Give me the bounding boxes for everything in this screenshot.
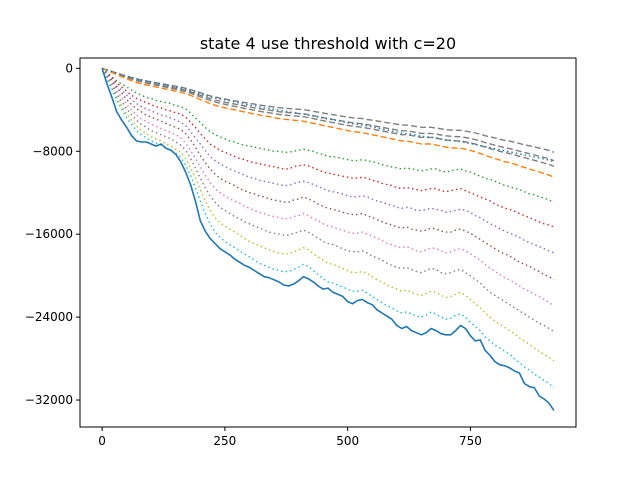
series-line-9 [101,67,555,163]
x-tick-label: 250 [213,434,236,448]
series-line-1 [101,68,555,389]
x-tick-label: 0 [98,434,106,448]
y-tick-label: 0 [65,61,73,75]
series-line-0 [101,68,555,411]
y-tick-label: −16000 [25,227,73,241]
plot-frame [79,57,577,428]
x-tick-label: 500 [336,434,359,448]
series-line-4 [101,68,555,307]
y-tick-label: −24000 [25,310,73,324]
y-tick-label: −32000 [25,393,73,407]
x-tick-label: 750 [459,434,482,448]
series-line-13 [101,67,555,153]
series-line-8 [101,67,555,203]
axes-layer: 0 250 500 750 0 −8000 −16000 −24000 −32000 [25,61,482,448]
series-line-3 [101,68,555,333]
y-tick-label: −8000 [32,144,73,158]
series-line-10 [101,67,555,178]
chart-title: state 4 use threshold with c=20 [200,34,456,53]
series-layer [101,67,555,411]
